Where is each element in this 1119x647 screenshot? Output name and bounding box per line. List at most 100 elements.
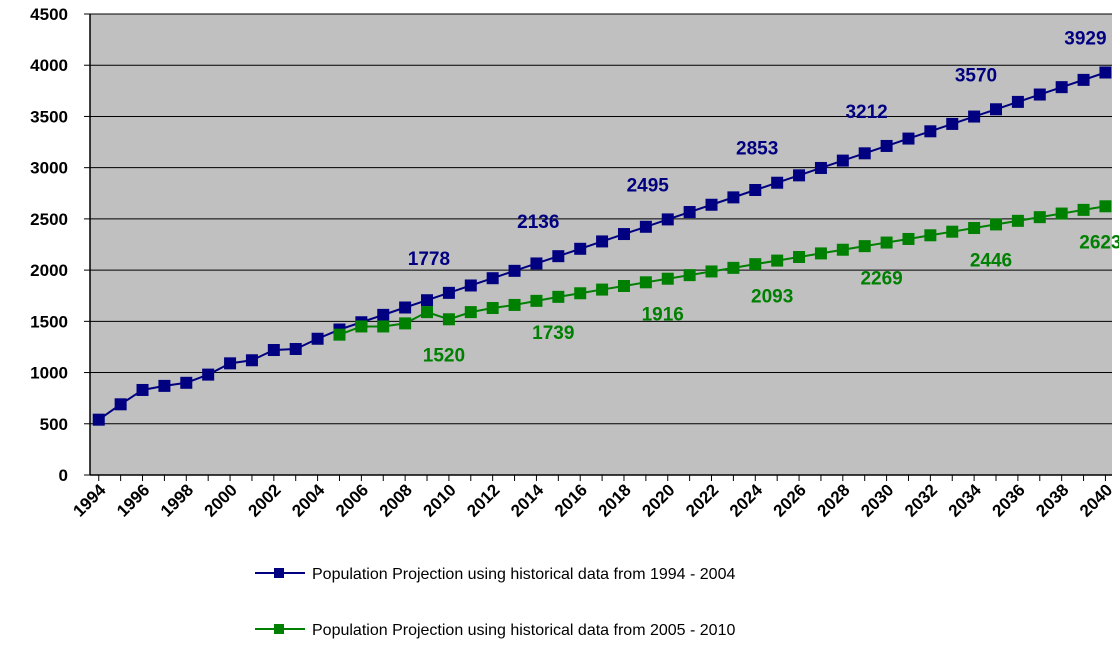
data-label: 1916 — [642, 305, 684, 326]
x-tick-label: 2030 — [857, 480, 897, 520]
marker — [1033, 211, 1046, 224]
marker — [508, 264, 521, 277]
data-label: 2853 — [736, 139, 778, 160]
marker — [836, 154, 849, 167]
marker — [990, 218, 1003, 231]
marker — [530, 294, 543, 307]
marker — [814, 247, 827, 260]
marker — [705, 265, 718, 278]
marker — [552, 290, 565, 303]
y-tick-label: 3000 — [30, 159, 68, 178]
marker — [617, 228, 630, 241]
marker — [902, 132, 915, 145]
marker — [793, 169, 806, 182]
y-tick-label: 4500 — [30, 5, 68, 24]
legend-marker — [274, 624, 284, 634]
data-label: 1520 — [423, 345, 465, 366]
y-tick-label: 2000 — [30, 261, 68, 280]
marker — [442, 286, 455, 299]
marker — [377, 320, 390, 333]
marker — [1099, 200, 1112, 213]
y-tick-label: 4000 — [30, 56, 68, 75]
data-label: 2446 — [970, 250, 1012, 271]
x-tick-label: 2006 — [332, 480, 372, 520]
marker — [1011, 95, 1024, 108]
x-tick-label: 2002 — [244, 480, 284, 520]
marker — [1055, 81, 1068, 94]
marker — [924, 125, 937, 138]
marker — [946, 225, 959, 238]
legend-marker — [274, 568, 284, 578]
y-tick-label: 0 — [59, 466, 68, 485]
x-tick-label: 2020 — [638, 480, 678, 520]
marker — [421, 306, 434, 319]
marker — [771, 176, 784, 189]
marker — [136, 383, 149, 396]
marker — [902, 232, 915, 245]
x-tick-label: 2004 — [288, 480, 329, 521]
x-tick-label: 2038 — [1032, 480, 1072, 520]
x-tick-label: 2036 — [989, 480, 1029, 520]
x-tick-label: 2016 — [551, 480, 591, 520]
x-tick-label: 2034 — [945, 480, 986, 521]
marker — [486, 272, 499, 285]
marker — [202, 368, 215, 381]
marker — [990, 103, 1003, 116]
marker — [421, 294, 434, 307]
marker — [749, 258, 762, 271]
marker — [114, 398, 127, 411]
marker — [639, 220, 652, 233]
x-tick-label: 1996 — [113, 480, 153, 520]
y-tick-label: 1000 — [30, 364, 68, 383]
x-tick-label: 2028 — [813, 480, 853, 520]
marker — [224, 357, 237, 370]
marker — [399, 317, 412, 330]
marker — [1077, 73, 1090, 86]
data-label: 3212 — [845, 102, 887, 123]
x-tick-label: 2024 — [726, 480, 767, 521]
marker — [267, 344, 280, 357]
marker — [442, 313, 455, 326]
marker — [1011, 214, 1024, 227]
x-tick-label: 2008 — [376, 480, 416, 520]
marker — [683, 269, 696, 282]
x-tick-label: 2040 — [1076, 480, 1116, 520]
y-tick-label: 3500 — [30, 107, 68, 126]
x-tick-label: 2022 — [682, 480, 722, 520]
marker — [552, 250, 565, 263]
x-tick-label: 1998 — [157, 480, 197, 520]
marker — [245, 354, 258, 367]
data-label: 3929 — [1064, 28, 1106, 49]
legend-label: Population Projection using historical d… — [312, 566, 735, 583]
marker — [1033, 88, 1046, 101]
data-label: 3570 — [955, 65, 997, 86]
marker — [683, 206, 696, 219]
y-tick-label: 2500 — [30, 210, 68, 229]
marker — [180, 376, 193, 389]
x-tick-label: 2000 — [201, 480, 241, 520]
marker — [464, 306, 477, 319]
marker — [574, 242, 587, 255]
marker — [596, 235, 609, 248]
marker — [464, 279, 477, 292]
marker — [771, 254, 784, 267]
legend-label: Population Projection using historical d… — [312, 622, 735, 639]
marker — [1055, 207, 1068, 220]
marker — [333, 328, 346, 341]
marker — [574, 287, 587, 300]
x-tick-label: 2018 — [595, 480, 635, 520]
marker — [639, 276, 652, 289]
marker — [968, 222, 981, 235]
marker — [289, 342, 302, 355]
marker — [1077, 203, 1090, 216]
data-label: 2623 — [1079, 232, 1119, 253]
marker — [661, 272, 674, 285]
marker — [661, 213, 674, 226]
marker — [617, 279, 630, 292]
marker — [793, 250, 806, 263]
data-label: 2093 — [751, 287, 793, 308]
data-label: 2269 — [860, 269, 902, 290]
marker — [355, 320, 368, 333]
marker — [486, 302, 499, 315]
data-label: 2136 — [517, 212, 559, 233]
